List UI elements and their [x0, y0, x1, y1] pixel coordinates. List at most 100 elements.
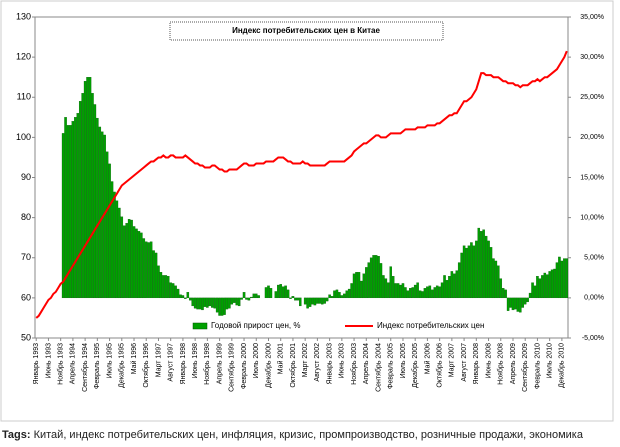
bar	[379, 263, 383, 299]
bar	[389, 266, 392, 299]
x-tick-label: Октябрь 2006	[435, 343, 443, 388]
x-tick-label: Август 1997	[168, 343, 175, 382]
bar	[321, 297, 324, 305]
bar	[81, 93, 84, 299]
x-tick-label: Апрель 1999	[216, 343, 223, 384]
bar	[563, 258, 566, 299]
bar	[154, 252, 158, 299]
bar	[391, 276, 395, 299]
bar	[142, 238, 146, 299]
bar	[497, 265, 500, 299]
bar	[152, 250, 155, 299]
bar	[406, 290, 410, 299]
bar	[438, 286, 441, 299]
bar	[144, 241, 148, 299]
bar	[235, 297, 238, 306]
bar	[218, 297, 221, 316]
bar	[303, 297, 307, 305]
y-tick-label: 100	[16, 132, 31, 142]
bar	[372, 255, 375, 299]
chart-title: Индекс потребительских цен в Китае	[232, 26, 380, 35]
y2-tick-label: 30,00%	[580, 54, 604, 61]
bar	[277, 284, 280, 299]
bar	[460, 252, 463, 299]
bar	[184, 297, 187, 299]
bar	[511, 297, 515, 311]
bar	[374, 255, 378, 299]
bar	[345, 290, 348, 299]
bar	[558, 256, 561, 299]
y2-tick-label: 25,00%	[580, 94, 604, 101]
bar	[509, 297, 512, 308]
bar	[553, 268, 556, 299]
bar	[531, 282, 534, 299]
x-tick-label: Декабрь 1995	[118, 343, 126, 388]
bar	[440, 282, 444, 299]
x-tick-label: Июль 2005	[400, 343, 407, 378]
legend-label: Индекс потребительских цен	[377, 321, 484, 330]
x-tick-label: Ноябрь 2003	[350, 343, 358, 385]
bar	[506, 297, 510, 311]
bar	[169, 282, 172, 299]
bar	[355, 272, 358, 299]
bar	[308, 297, 312, 307]
x-tick-label: Январь 2003	[326, 343, 333, 385]
y-tick-label: 60	[21, 292, 31, 302]
bar	[193, 297, 197, 309]
bar	[125, 223, 128, 299]
line	[35, 50, 568, 319]
tags: Tags: Китай, индекс потребительских цен,…	[2, 429, 583, 441]
bar	[360, 280, 363, 299]
bar	[338, 292, 341, 299]
bar	[404, 287, 407, 299]
bar	[294, 297, 297, 301]
bar	[120, 216, 124, 299]
bar	[394, 283, 397, 299]
bar	[555, 262, 559, 299]
bar	[98, 126, 102, 299]
bar	[220, 297, 224, 316]
y-tick-label: 50	[21, 332, 31, 342]
bar	[147, 242, 150, 299]
bar	[450, 271, 454, 299]
bar	[291, 296, 295, 299]
bar	[401, 283, 405, 299]
bar	[228, 297, 231, 309]
bar	[428, 285, 432, 299]
x-tick-label: Июнь 1998	[192, 343, 199, 378]
bar	[166, 276, 170, 299]
x-tick-label: Декабрь 2010	[558, 343, 566, 388]
bar	[475, 240, 478, 299]
legend-swatch	[192, 322, 208, 330]
bar	[137, 231, 141, 299]
x-tick-label: Февраль 2010	[534, 343, 541, 389]
bar	[313, 297, 317, 306]
chart: Индекс потребительских цен в Китае 50 60 7…	[0, 0, 614, 422]
bar	[264, 287, 268, 299]
bar	[470, 242, 473, 299]
bar	[93, 104, 97, 299]
x-tick-label: Апрель 2009	[510, 343, 517, 384]
y2-tick-label: 10,00%	[580, 214, 604, 221]
bar	[328, 294, 331, 299]
bar	[548, 271, 551, 299]
bar	[330, 296, 334, 299]
bar	[528, 292, 532, 299]
bar	[255, 293, 258, 299]
y2-tick-label: 5,00%	[584, 255, 604, 262]
bar	[494, 260, 498, 299]
x-tick-label: Май 2006	[423, 343, 431, 374]
bar	[499, 278, 503, 299]
bar	[88, 77, 92, 299]
y-tick-label: 80	[21, 212, 31, 222]
x-tick-label: Декабрь 2005	[411, 343, 419, 388]
bar	[367, 262, 370, 299]
bar	[516, 297, 520, 312]
bar	[521, 297, 525, 308]
bar	[78, 101, 82, 299]
bar	[343, 293, 346, 299]
bar	[519, 297, 522, 313]
bar	[130, 219, 133, 299]
bar	[323, 297, 326, 304]
y-tick-label: 110	[17, 92, 31, 102]
